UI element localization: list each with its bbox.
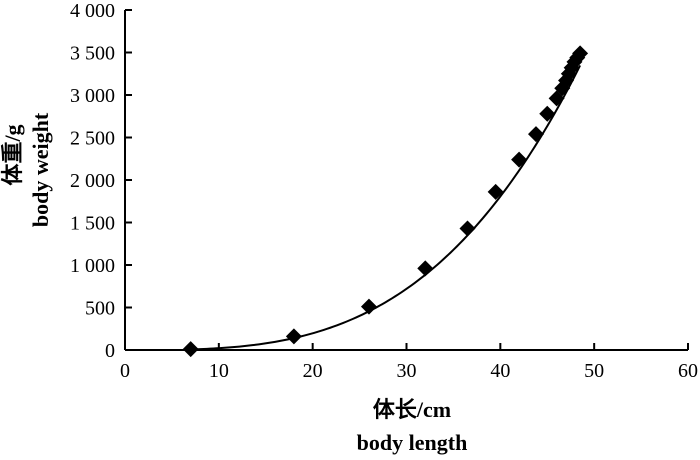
x-tick-label: 10 — [209, 360, 229, 382]
y-tick-label: 2 500 — [70, 128, 115, 150]
data-point-diamond — [487, 183, 504, 200]
data-point-diamond — [417, 260, 434, 277]
data-markers — [182, 45, 589, 358]
data-point-diamond — [182, 341, 199, 358]
data-point-diamond — [572, 45, 589, 62]
x-ticks: 0 10 20 30 40 50 60 — [120, 343, 698, 382]
data-point-diamond — [285, 328, 302, 345]
x-tick-label: 0 — [120, 360, 130, 382]
fit-curve — [190, 65, 581, 351]
data-point-diamond — [527, 126, 544, 143]
x-axis-title-zh: 体长/cm — [373, 397, 451, 422]
x-tick-label: 20 — [303, 360, 323, 382]
x-tick-label: 50 — [584, 360, 604, 382]
y-tick-label: 2 000 — [70, 170, 115, 192]
chart-axes — [124, 10, 688, 351]
data-point-diamond — [459, 220, 476, 237]
data-point-diamond — [539, 105, 556, 122]
x-tick-label: 60 — [678, 360, 698, 382]
y-axis-title-zh: 体重/g — [0, 124, 25, 185]
y-tick-label: 500 — [85, 298, 115, 320]
data-point-diamond — [563, 59, 580, 76]
y-tick-label: 0 — [105, 340, 115, 362]
y-axis-title-en: body weight — [28, 112, 53, 227]
y-tick-label: 3 000 — [70, 85, 115, 107]
data-point-diamond — [360, 298, 377, 315]
y-tick-label: 1 000 — [70, 255, 115, 277]
x-tick-label: 40 — [490, 360, 510, 382]
y-tick-label: 1 500 — [70, 213, 115, 235]
y-tick-label: 3 500 — [70, 43, 115, 65]
x-tick-label: 30 — [397, 360, 417, 382]
x-axis-title-en: body length — [357, 430, 468, 455]
y-ticks: 0 500 1 000 1 500 2 000 2 500 3 000 3 500 4 000 — [70, 0, 132, 362]
y-tick-label: 4 000 — [70, 0, 115, 22]
data-point-diamond — [511, 151, 528, 168]
